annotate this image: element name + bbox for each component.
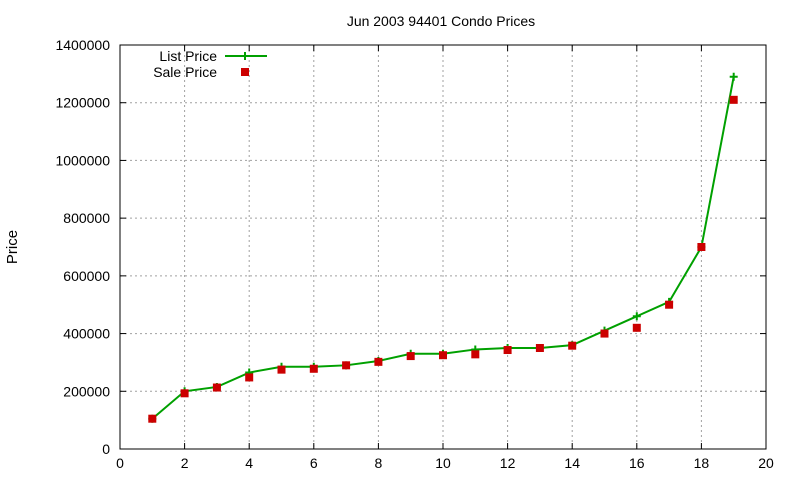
y-tick-label: 0: [102, 441, 110, 457]
data-point-sale-price: [600, 329, 609, 338]
data-point-sale-price: [568, 341, 577, 350]
series-line-list-price: [151, 76, 735, 420]
data-point-sale-price: [439, 351, 447, 360]
y-tick-label: 800000: [63, 210, 110, 226]
data-point-sale-price: [729, 95, 738, 104]
x-tick-label: 4: [245, 455, 253, 471]
data-point-sale-price: [180, 389, 189, 398]
data-point-sale-price: [374, 357, 383, 366]
data-point-sale-price: [245, 373, 254, 382]
y-tick-labels: 0 200000 400000 600000 800000 1000000 1200000 1…: [55, 37, 110, 457]
axis-ticks: [119, 44, 767, 450]
legend-label-sale-price: Sale Price: [153, 64, 217, 80]
data-point-sale-price: [665, 300, 674, 309]
data-point-list-price: [632, 312, 641, 321]
data-point-sale-price: [503, 346, 512, 355]
legend-marker-list-price: [241, 52, 249, 60]
series-layer: [148, 72, 738, 423]
data-point-sale-price: [471, 350, 480, 359]
data-point-sale-price: [342, 361, 351, 370]
y-tick-label: 1000000: [55, 152, 110, 168]
data-point-sale-price: [277, 365, 286, 374]
x-tick-label: 6: [310, 455, 318, 471]
y-axis-label: Price: [4, 230, 21, 264]
data-point-sale-price: [212, 383, 221, 392]
data-point-sale-price: [309, 364, 318, 373]
x-tick-label: 18: [694, 455, 710, 471]
data-point-sale-price: [406, 352, 415, 361]
data-point-sale-price: [697, 243, 706, 251]
legend-marker-sale-price: [241, 68, 249, 76]
y-tick-label: 600000: [63, 268, 110, 284]
x-tick-labels: 0 2 4 6 8 10 12 14 16 18 20: [116, 455, 774, 471]
legend: List Price Sale Price: [153, 48, 267, 80]
x-tick-label: 14: [564, 455, 580, 471]
data-point-sale-price: [148, 414, 157, 423]
y-tick-label: 1200000: [55, 95, 110, 111]
chart-title: Jun 2003 94401 Condo Prices: [347, 13, 535, 29]
data-point-sale-price: [632, 323, 641, 332]
x-tick-label: 12: [500, 455, 516, 471]
x-tick-label: 16: [629, 455, 645, 471]
x-tick-label: 2: [181, 455, 189, 471]
y-tick-label: 200000: [63, 383, 110, 399]
x-tick-label: 8: [375, 455, 383, 471]
x-tick-label: 10: [435, 455, 451, 471]
data-point-sale-price: [535, 344, 544, 352]
x-tick-label: 20: [758, 455, 774, 471]
data-point-list-price: [729, 72, 738, 81]
x-tick-label: 0: [116, 455, 124, 471]
legend-label-list-price: List Price: [159, 48, 217, 64]
y-tick-label: 400000: [63, 326, 110, 342]
series-sale-price: [148, 95, 738, 423]
y-tick-label: 1400000: [55, 37, 110, 53]
